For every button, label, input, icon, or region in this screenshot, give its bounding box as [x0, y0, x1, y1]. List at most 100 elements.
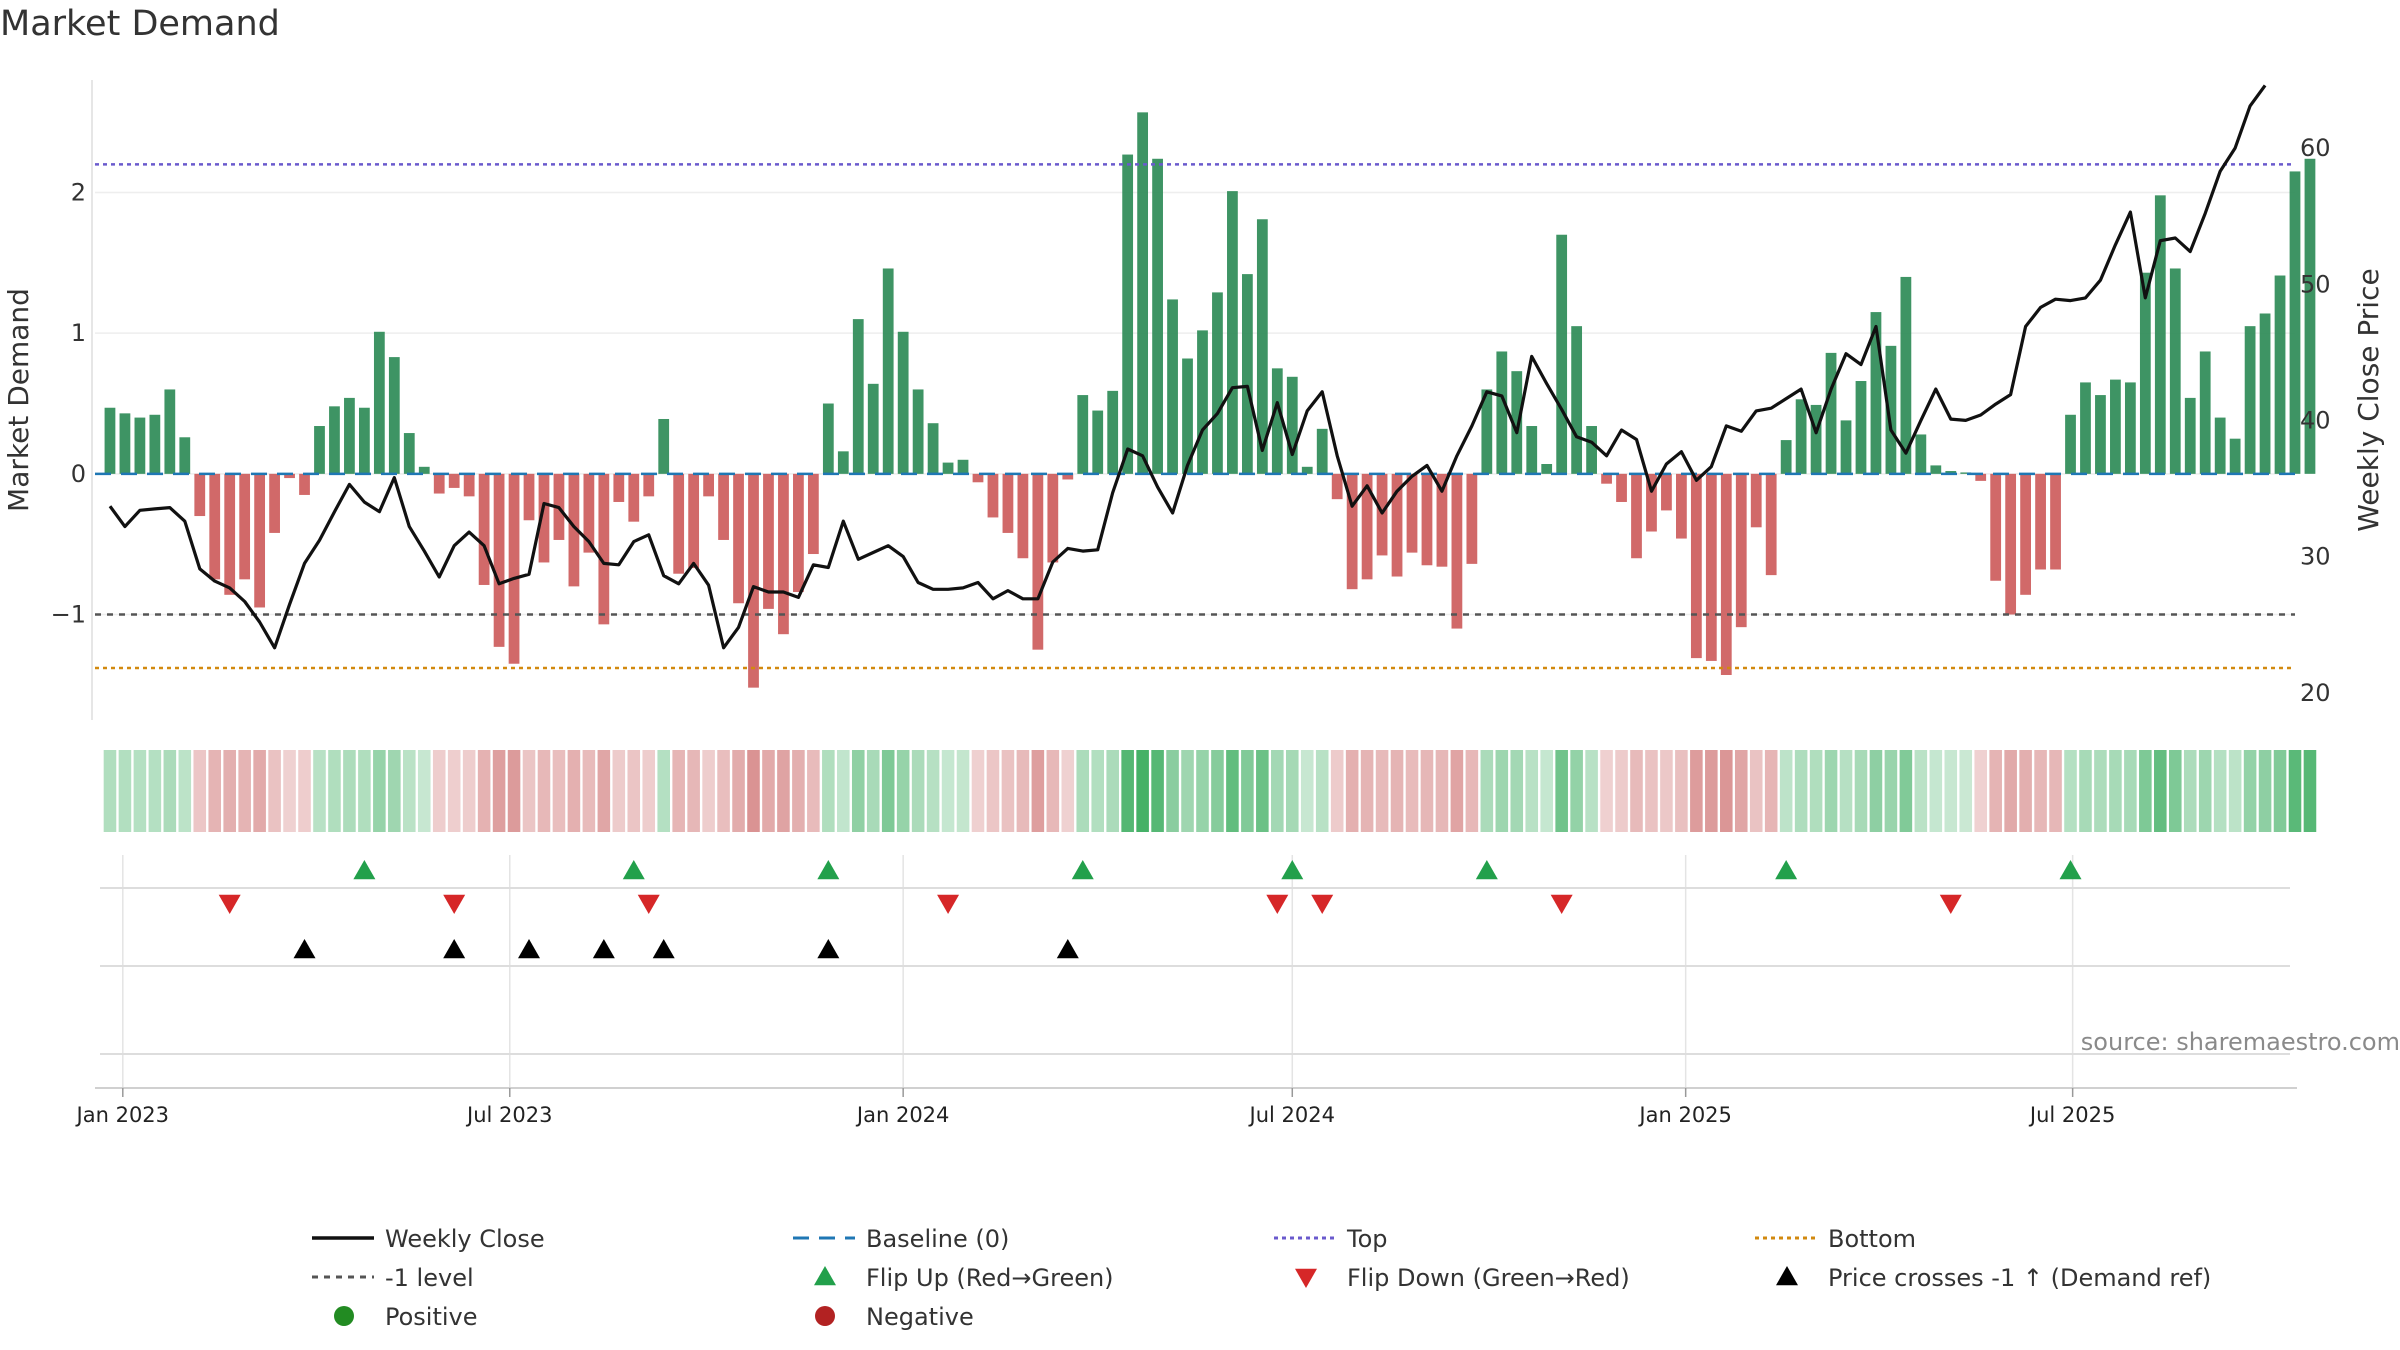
- negative-bar: [209, 473, 221, 580]
- heat-cell: [1555, 750, 1568, 832]
- heat-cell: [373, 750, 386, 832]
- negative-bar: [673, 473, 685, 574]
- negative-bar: [1406, 473, 1418, 553]
- negative-bar: [1975, 473, 1987, 481]
- negative-bar: [1646, 473, 1657, 532]
- negative-bar: [538, 473, 550, 563]
- negative-bar: [733, 473, 744, 604]
- heat-cell: [1929, 750, 1943, 832]
- heat-cell: [2019, 750, 2032, 832]
- heat-cell: [1944, 750, 1958, 832]
- heat-cell: [507, 750, 521, 832]
- heat-cell: [2198, 750, 2212, 832]
- heat-cell: [403, 750, 416, 832]
- positive-bar: [1780, 440, 1792, 474]
- positive-bar: [912, 389, 924, 474]
- y-tick-label: 0: [71, 460, 86, 488]
- flip-up-marker: [1775, 860, 1798, 880]
- positive-bar: [344, 397, 355, 474]
- positive-bar: [2065, 414, 2076, 474]
- heat-cell: [447, 750, 461, 832]
- flip-up-marker: [1281, 860, 1304, 880]
- positive-bar: [149, 414, 161, 474]
- legend-symbol: [1295, 1268, 1317, 1288]
- negative-bar: [254, 473, 266, 608]
- negative-bar: [1047, 473, 1059, 563]
- reference-levels: [95, 163, 2295, 670]
- heat-cell: [926, 750, 940, 832]
- negative-bar: [493, 473, 505, 647]
- negative-bar: [1631, 473, 1642, 559]
- heat-cell: [1181, 750, 1194, 832]
- negative-bar: [628, 473, 640, 522]
- heat-cell: [1839, 750, 1853, 832]
- positive-bar: [927, 423, 939, 474]
- heat-cell: [582, 750, 596, 832]
- negative-bar: [523, 473, 535, 521]
- heat-cell: [1151, 750, 1164, 832]
- heat-cell: [1734, 750, 1748, 832]
- heat-cell: [358, 750, 371, 832]
- positive-bar: [822, 403, 834, 474]
- heat-cell: [2243, 750, 2257, 832]
- heat-cell: [2124, 750, 2137, 832]
- positive-bar: [882, 268, 894, 474]
- heat-cell: [687, 750, 700, 832]
- negative-bar: [643, 473, 655, 497]
- negative-bar: [299, 473, 310, 495]
- heat-cell: [118, 750, 132, 832]
- legend-label: Negative: [866, 1303, 974, 1331]
- flip-up-marker: [1071, 860, 1094, 880]
- negative-bar: [1661, 473, 1672, 511]
- heat-cell: [388, 750, 401, 832]
- y-axis-title: Market Demand: [2, 288, 35, 512]
- negative-bar: [1361, 473, 1373, 580]
- heat-cell: [956, 750, 970, 832]
- heat-cell: [492, 750, 506, 832]
- negative-bar: [478, 473, 490, 585]
- heat-cell: [1001, 750, 1015, 832]
- positive-bar: [1870, 312, 1882, 474]
- negative-bar: [284, 473, 295, 479]
- negative-bar: [718, 473, 729, 540]
- weekly-close-line: [108, 84, 2267, 650]
- positive-bar: [1511, 371, 1523, 474]
- negative-bar: [748, 473, 759, 688]
- demand-heat-strip: [103, 750, 2317, 832]
- heat-cell: [522, 750, 536, 832]
- positive-bar: [1167, 299, 1178, 474]
- negative-bar: [2050, 473, 2061, 570]
- heat-cell: [1794, 750, 1808, 832]
- y2-axis-title: Weekly Close Price: [2352, 268, 2385, 531]
- negative-bar: [1466, 473, 1478, 564]
- price-cross-marker: [592, 939, 615, 959]
- heat-cell: [1615, 750, 1628, 832]
- date-tick-label: Jan 2024: [855, 1103, 950, 1127]
- negative-bar: [448, 473, 460, 488]
- negative-bar: [807, 473, 819, 555]
- negative-bar: [1421, 473, 1433, 566]
- negative-bar: [194, 473, 206, 517]
- flip-down-marker: [218, 894, 241, 914]
- legend-label: Weekly Close: [385, 1225, 545, 1253]
- price-cross-marker: [652, 939, 675, 959]
- heat-cell: [133, 750, 147, 832]
- heat-cell: [1645, 750, 1658, 832]
- heat-cell: [1585, 750, 1598, 832]
- y-tick-label: 1: [71, 319, 86, 347]
- heat-cell: [567, 750, 581, 832]
- heat-cell: [971, 750, 985, 832]
- negative-bar: [763, 473, 774, 609]
- heat-cell: [1749, 750, 1763, 832]
- heat-cell: [1869, 750, 1883, 832]
- positive-bar: [418, 466, 430, 474]
- positive-bar: [2095, 395, 2106, 474]
- heat-cell: [1959, 750, 1973, 832]
- price-cross-marker: [443, 939, 466, 959]
- positive-bar: [2199, 351, 2211, 474]
- legend-label: Price crosses -1 ↑ (Demand ref): [1828, 1264, 2211, 1292]
- negative-bar: [583, 473, 595, 553]
- positive-bar: [134, 417, 146, 474]
- negative-bar: [1720, 473, 1732, 675]
- negative-bar: [1705, 473, 1717, 661]
